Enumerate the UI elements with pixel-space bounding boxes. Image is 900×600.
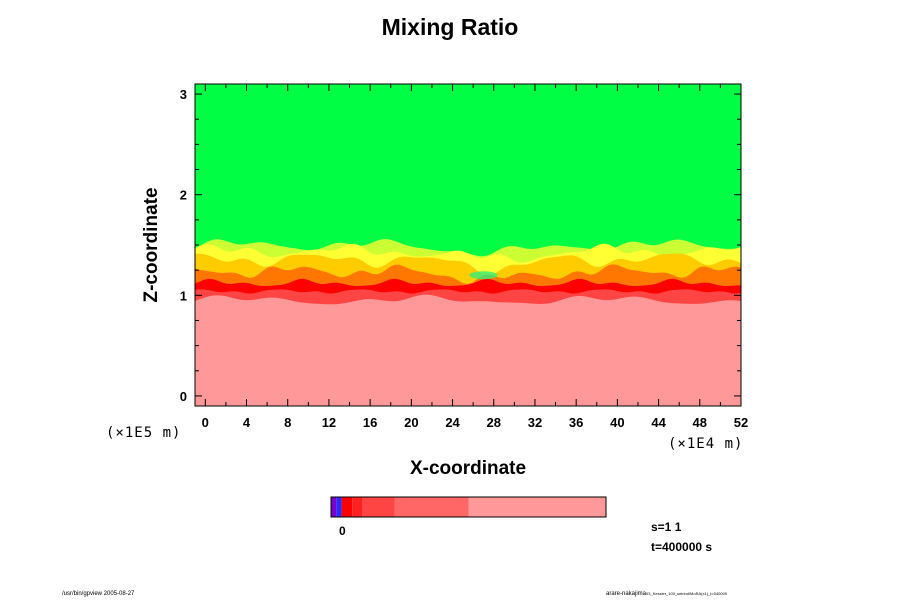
colorbar-segment	[341, 497, 353, 517]
x-tick-label: 32	[528, 415, 542, 430]
y-axis-label: Z-coordinate	[141, 187, 162, 303]
x-tick-label: 24	[445, 415, 460, 430]
time-label: t=400000 s	[651, 540, 713, 554]
colorbar-segment	[468, 497, 606, 517]
x-tick-label: 8	[284, 415, 291, 430]
x-axis-label: X-coordinate	[409, 458, 527, 479]
colorbar-zero-label: 0	[339, 524, 346, 538]
colorbar-segment	[331, 497, 337, 517]
colorbar	[330, 496, 607, 518]
footer-right-small: 03_Kessler_100_seirind/MoRA(x1)_t=040000	[646, 591, 728, 596]
x-tick-label: 4	[243, 415, 251, 430]
x-tick-label: 0	[202, 415, 209, 430]
x-tick-label: 12	[322, 415, 336, 430]
colorbar-segment	[394, 497, 469, 517]
colorbar-frame	[330, 496, 607, 518]
field-band-7	[195, 294, 741, 406]
chart-title: Mixing Ratio	[381, 14, 519, 40]
x-tick-label: 36	[569, 415, 583, 430]
y-tick-label: 3	[180, 87, 187, 102]
field-mixing-streak	[469, 271, 498, 280]
y-tick-label: 1	[180, 288, 187, 303]
footer-left: /usr/bin/gpview 2005-08-27	[62, 591, 135, 597]
x-tick-label: 48	[693, 415, 707, 430]
x-tick-label: 40	[610, 415, 624, 430]
x-tick-label: 44	[651, 415, 666, 430]
colorbar-segment	[362, 497, 395, 517]
footer-right-main: arare-nakajima	[606, 591, 647, 597]
x-scale-note: (×1E4 m)	[668, 436, 744, 452]
x-tick-label: 52	[734, 415, 748, 430]
step-label: s=1 1	[651, 520, 682, 534]
x-tick-label: 20	[404, 415, 418, 430]
colorbar-segment	[352, 497, 363, 517]
y-scale-note: (×1E5 m)	[106, 425, 182, 441]
footer-right: arare-nakajima03_Kessler_100_seirind/MoR…	[606, 591, 727, 597]
y-tick-label: 0	[180, 389, 187, 404]
x-tick-label: 28	[487, 415, 501, 430]
y-tick-label: 2	[180, 188, 187, 203]
mixing-ratio-field	[195, 84, 741, 406]
x-tick-label: 16	[363, 415, 377, 430]
colorbar-segment	[336, 497, 342, 517]
